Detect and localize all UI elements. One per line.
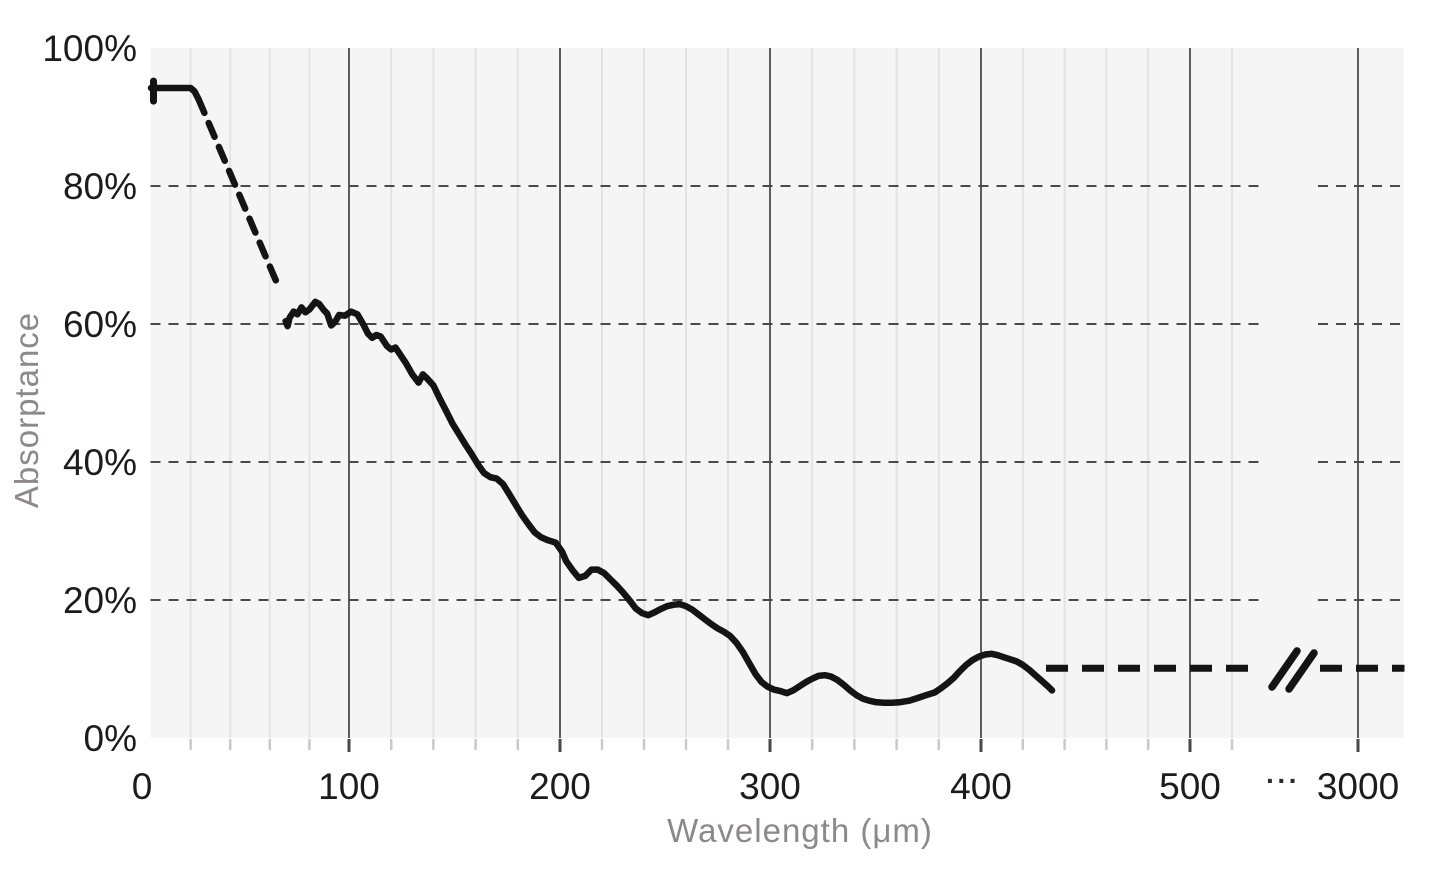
axis-break-symbol — [1268, 647, 1318, 693]
y-axis-title: Absorptance — [8, 312, 45, 508]
series-measured-main — [282, 298, 1056, 707]
y-tick-label: 40% — [63, 442, 137, 483]
x-tick-label: 100 — [318, 766, 380, 807]
y-tick-label: 80% — [63, 166, 137, 207]
vertical-minor-gridlines — [189, 48, 1233, 738]
y-tick-label: 60% — [63, 304, 137, 345]
x-tick-label: 500 — [1159, 766, 1221, 807]
x-tick-label: 3000 — [1317, 766, 1399, 807]
break-slash — [1268, 647, 1301, 691]
break-slash — [1285, 649, 1318, 693]
y-tick-label: 100% — [42, 28, 137, 69]
x-axis-tick-marks — [189, 739, 1360, 752]
x-tick-label: 400 — [950, 766, 1012, 807]
x-tick-label: 200 — [529, 766, 591, 807]
y-tick-label: 0% — [84, 718, 137, 759]
x-axis-title: Wavelength (μm) — [667, 812, 933, 849]
plot-area — [150, 48, 1404, 738]
x-tick-label: 0 — [132, 766, 153, 807]
series-measured-initial — [147, 84, 202, 103]
series-lines — [147, 77, 1405, 707]
x-tick-label: 300 — [739, 766, 801, 807]
y-axis-tick-labels: 0% 20% 40% 60% 80% 100% — [42, 28, 137, 759]
series-interpolated-dashed — [195, 95, 283, 293]
axis-break-ellipsis: ··· — [1266, 765, 1300, 796]
x-axis-tick-labels: 0 100 200 300 400 500 3000 — [132, 766, 1399, 807]
vertical-major-gridlines — [348, 48, 1359, 738]
y-tick-label: 20% — [63, 580, 137, 621]
